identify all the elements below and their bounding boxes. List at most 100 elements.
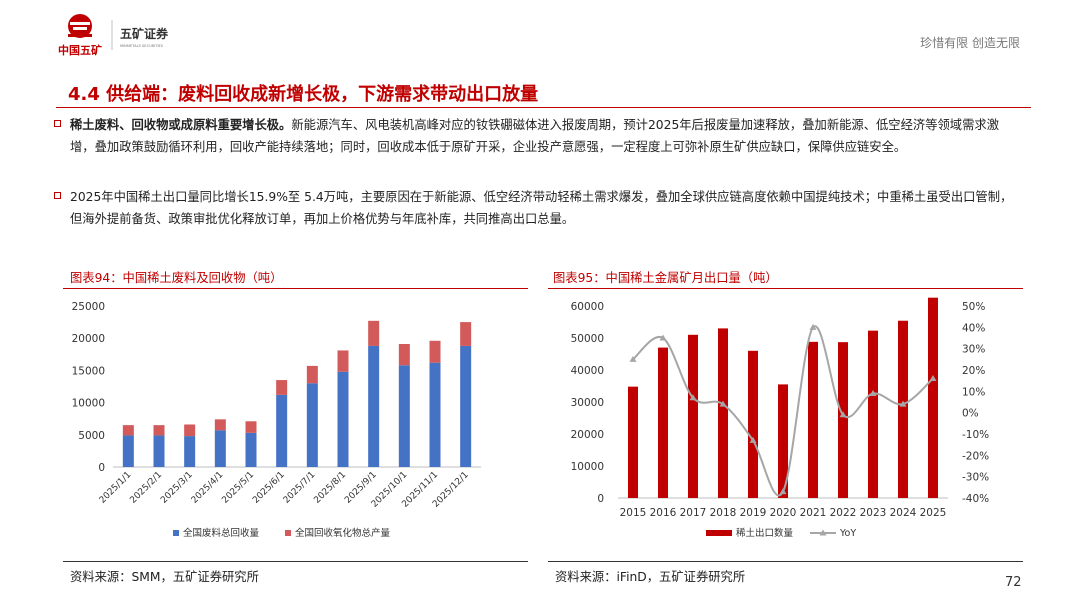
export-bar <box>718 328 728 498</box>
stacked-bar-segment <box>368 345 380 467</box>
x-tick-label: 2025/4/1 <box>190 470 226 506</box>
legend-label: 全国回收氧化物总产量 <box>295 527 391 539</box>
stacked-bar-segment <box>153 425 165 436</box>
chart-95-divider <box>548 288 1023 289</box>
x-tick-label: 2025/8/1 <box>312 470 348 506</box>
stacked-bar-segment <box>153 435 165 467</box>
yoy-point <box>779 488 787 495</box>
chart-95-source: 资料来源：iFinD，五矿证券研究所 <box>555 570 746 584</box>
chart-95-plot: 0 10000 20000 30000 40000 50000 60000 -40% -30% -… <box>571 297 989 539</box>
legend-swatch-export <box>706 530 732 536</box>
stacked-bar-segment <box>368 320 380 346</box>
chart-94-source-divider <box>63 561 528 562</box>
y-tick-label: 15000 <box>72 365 105 377</box>
y-right-tick-label: -10% <box>962 429 989 441</box>
chart-94-plot: 0 5000 10000 15000 20000 25000 2025/1/12025/2/… <box>72 301 481 539</box>
stacked-bar-segment <box>337 350 349 372</box>
x-tick-label: 2025/2/1 <box>128 470 164 506</box>
y-right-tick-label: 10% <box>962 386 985 398</box>
export-bar <box>838 342 848 498</box>
y-right-tick-label: -20% <box>962 450 989 462</box>
export-bar <box>928 297 938 498</box>
y-left-tick-label: 50000 <box>571 333 604 345</box>
brand-subtitle: MINMETALS SECURITIES <box>120 44 164 48</box>
title-divider <box>56 107 1031 108</box>
company-logo: 中国五矿 五矿证券 MINMETALS SECURITIES <box>56 10 186 62</box>
y-left-tick-label: 40000 <box>571 365 604 377</box>
x-tick-label: 2025/3/1 <box>159 470 195 506</box>
export-bar <box>658 347 668 498</box>
page-title: 4.4 供给端：废料回收成新增长极，下游需求带动出口放量 <box>68 84 539 105</box>
y-left-tick-label: 30000 <box>571 397 604 409</box>
y-right-tick-label: -30% <box>962 472 989 484</box>
export-bar <box>748 350 758 498</box>
stacked-bar-segment <box>122 435 134 467</box>
yoy-point <box>689 394 697 401</box>
y-tick-label: 10000 <box>72 398 105 410</box>
yoy-point <box>839 411 847 418</box>
y-left-tick-label: 0 <box>597 493 604 505</box>
y-right-tick-label: 50% <box>962 301 985 313</box>
legend-swatch-recycle <box>173 530 179 536</box>
chart-94-source: 资料来源：SMM，五矿证券研究所 <box>70 570 259 584</box>
y-right-tick-label: 0% <box>962 408 979 420</box>
export-bar <box>808 341 818 498</box>
yoy-point <box>929 375 937 382</box>
y-right-tick-label: 20% <box>962 365 985 377</box>
x-tick-label: 2022 <box>830 507 857 519</box>
yoy-point <box>659 334 667 341</box>
slogan: 珍惜有限 创造无限 <box>920 36 1020 50</box>
stacked-bar-segment <box>122 425 134 436</box>
page-number: 72 <box>1005 575 1022 590</box>
stacked-bar-segment <box>460 345 472 467</box>
x-tick-label: 2017 <box>680 507 707 519</box>
export-bar <box>898 320 908 498</box>
logo-emblem-icon <box>68 14 92 38</box>
x-tick-label: 2025/7/1 <box>282 470 318 506</box>
y-tick-label: 25000 <box>72 301 105 313</box>
stacked-bar-segment <box>184 436 196 467</box>
y-tick-label: 5000 <box>78 430 105 442</box>
x-tick-label: 2025/6/1 <box>251 470 287 506</box>
x-tick-label: 2025 <box>920 507 947 519</box>
paragraph-1-lead: 稀土废料、回收物或成原料重要增长极。 <box>70 118 292 132</box>
square-bullet-icon <box>54 120 61 127</box>
y-left-tick-label: 10000 <box>571 461 604 473</box>
export-bar <box>628 386 638 498</box>
stacked-bar-segment <box>429 340 441 363</box>
stacked-bar-segment <box>306 383 318 467</box>
stacked-bar-segment <box>276 394 288 467</box>
stacked-bar-segment <box>398 365 410 467</box>
yoy-point <box>629 355 637 362</box>
legend-swatch-oxide <box>285 530 291 536</box>
yoy-point <box>719 400 727 407</box>
x-tick-label: 2025/1/1 <box>98 470 134 506</box>
legend-label: 稀土出口数量 <box>736 527 794 539</box>
stacked-bar-segment <box>429 362 441 467</box>
chart-94-title: 图表94：中国稀土废料及回收物（吨） <box>70 271 283 285</box>
x-tick-label: 2015 <box>620 507 647 519</box>
y-right-tick-label: 30% <box>962 344 985 356</box>
y-left-tick-label: 60000 <box>571 301 604 313</box>
brand-name: 五矿证券 <box>120 26 169 41</box>
stacked-bar-segment <box>184 424 196 437</box>
stacked-bar-segment <box>214 419 226 431</box>
stacked-bar-segment <box>245 432 257 467</box>
export-bar <box>868 330 878 498</box>
paragraph-1-text: 新能源汽车、风电装机高峰对应的钕铁硼磁体进入报废周期，预计2025年后报废量加速… <box>70 118 999 154</box>
x-tick-label: 2018 <box>710 507 737 519</box>
y-tick-label: 20000 <box>72 333 105 345</box>
x-tick-label: 2021 <box>800 507 827 519</box>
chart-95-title: 图表95：中国稀土金属矿月出口量（吨） <box>553 271 778 285</box>
x-tick-label: 2019 <box>740 507 767 519</box>
export-bar <box>778 384 788 498</box>
paragraph-2-text: 2025年中国稀土出口量同比增长15.9%至 5.4万吨，主要原因在于新能源、低… <box>70 190 1013 226</box>
y-right-tick-label: -40% <box>962 493 989 505</box>
chart-95-source-divider <box>548 561 1023 562</box>
x-tick-label: 2025/5/1 <box>220 470 256 506</box>
x-tick-label: 2020 <box>770 507 797 519</box>
stacked-bar-segment <box>214 430 226 467</box>
stacked-bar-segment <box>276 380 288 395</box>
stacked-bar-segment <box>306 365 318 384</box>
x-tick-label: 2023 <box>860 507 887 519</box>
